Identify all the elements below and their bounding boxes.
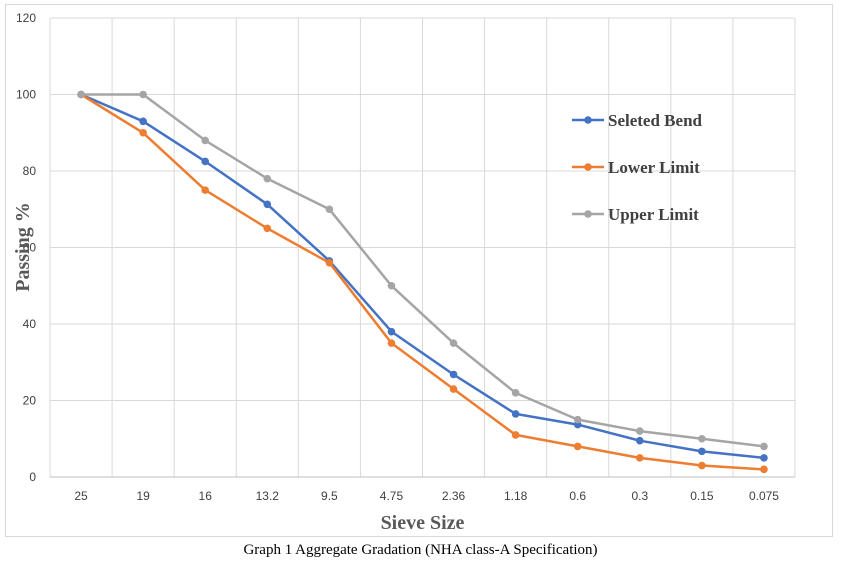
x-tick-label: 16 [199, 489, 213, 503]
data-point [387, 327, 396, 336]
data-point [263, 200, 272, 209]
data-point [139, 128, 147, 137]
data-point [511, 431, 520, 439]
series-line [80, 93, 765, 471]
x-tick-label: 9.5 [321, 489, 338, 503]
y-tick-label: 100 [16, 88, 36, 102]
data-point [387, 281, 396, 290]
data-point [449, 385, 458, 393]
x-tick-label: 0.15 [690, 489, 714, 503]
data-point [201, 157, 210, 166]
x-tick-label: 4.75 [380, 489, 404, 503]
data-point [201, 136, 210, 145]
data-point [325, 205, 334, 214]
x-tick-label: 0.075 [749, 489, 779, 503]
y-tick-label: 60 [23, 241, 37, 255]
data-point [698, 461, 706, 470]
data-point [698, 434, 706, 443]
series-line [81, 93, 765, 448]
data-point [387, 339, 396, 347]
data-point [139, 90, 147, 99]
data-point [760, 454, 768, 462]
data-point [573, 442, 582, 451]
data-point [511, 389, 520, 397]
data-point [635, 427, 644, 435]
y-tick-label: 120 [16, 11, 36, 25]
data-point [449, 370, 458, 379]
y-tick-label: 40 [23, 317, 37, 331]
x-tick-label: 19 [136, 489, 150, 503]
series-line [80, 93, 765, 460]
data-point [635, 436, 644, 445]
data-point [698, 447, 706, 456]
legend-label: Upper Limit [608, 205, 699, 224]
y-tick-label: 20 [23, 394, 37, 408]
figure-caption: Graph 1 Aggregate Gradation (NHA class-A… [243, 542, 598, 558]
data-point [449, 339, 458, 347]
x-tick-label: 1.18 [504, 489, 528, 503]
y-tick-label: 0 [29, 470, 36, 484]
x-tick-label: 25 [74, 489, 88, 503]
y-tick-label: 80 [23, 164, 37, 178]
legend-swatch-marker [584, 210, 592, 218]
data-point [573, 415, 582, 424]
data-point [139, 117, 147, 126]
data-point [635, 454, 644, 462]
data-point [263, 174, 272, 183]
legend-label: Lower Limit [608, 158, 700, 177]
data-point [201, 186, 210, 194]
x-tick-label: 13.2 [256, 489, 280, 503]
x-tick-label: 2.36 [442, 489, 466, 503]
legend-label: Seleted Bend [608, 111, 703, 130]
data-point [760, 442, 768, 451]
x-axis-title: Sieve Size [381, 512, 465, 534]
x-tick-label: 0.3 [631, 489, 648, 503]
data-point [77, 90, 85, 99]
x-tick-label: 0.6 [569, 489, 586, 503]
data-point [760, 465, 768, 474]
data-point [325, 259, 334, 267]
data-point [263, 224, 272, 233]
legend-swatch-marker [584, 163, 592, 171]
data-point [511, 410, 520, 418]
y-axis-title: Passing % [12, 202, 34, 291]
legend-swatch-marker [584, 116, 592, 124]
